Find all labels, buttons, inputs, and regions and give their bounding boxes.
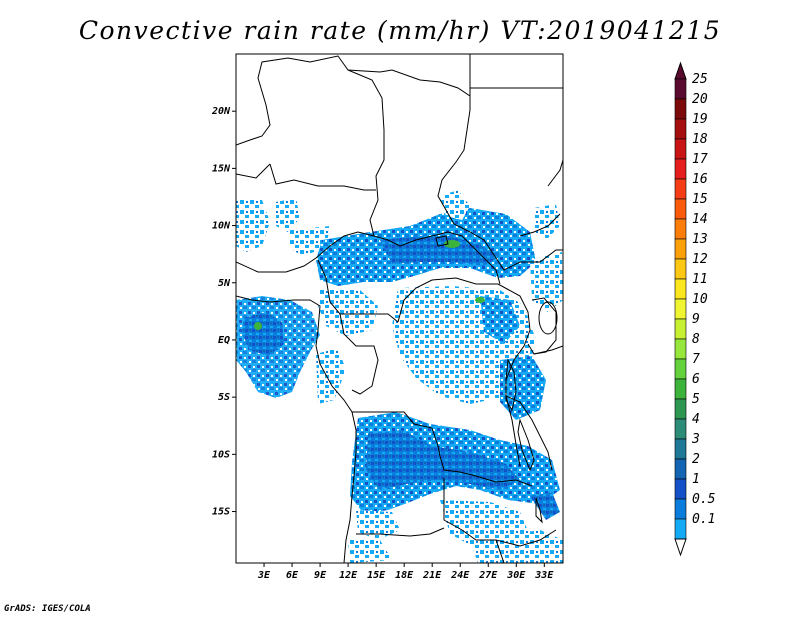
y-tick-label: 5N xyxy=(218,278,231,289)
x-tick-label: 21E xyxy=(422,570,442,581)
colorbar-swatch xyxy=(674,378,687,400)
x-tick-label: 12E xyxy=(339,570,358,581)
x-tick-label: 30E xyxy=(506,570,526,581)
y-axis: 20N 15N 10N 5N EQ 5S 10S 15S xyxy=(211,106,236,518)
colorbar-swatch xyxy=(674,458,687,480)
colorbar-label: 11 xyxy=(692,272,708,287)
colorbar-label: 14 xyxy=(692,212,708,227)
colorbar-label: 15 xyxy=(692,192,708,207)
colorbar-swatch xyxy=(674,278,687,300)
map-title: Convective rain rate (mm/hr) VT:20190412… xyxy=(78,16,722,45)
colorbar-label: 20 xyxy=(692,92,708,107)
colorbar-swatch xyxy=(674,178,687,200)
x-tick-label: 27E xyxy=(478,570,498,581)
colorbar-label: 0.5 xyxy=(692,492,716,507)
colorbar-swatch xyxy=(674,98,687,120)
colorbar-label: 12 xyxy=(692,252,708,267)
x-axis: 3E 6E 9E 12E 15E 18E 21E 24E 27E 30E 33E xyxy=(257,563,554,581)
colorbar-swatch xyxy=(674,398,687,420)
x-tick-label: 9E xyxy=(314,570,327,581)
y-tick-label: 15S xyxy=(212,507,230,518)
x-tick-label: 18E xyxy=(395,570,414,581)
y-tick-label: 20N xyxy=(211,106,231,117)
colorbar-label: 10 xyxy=(692,292,708,307)
colorbar-label: 17 xyxy=(692,152,708,167)
grads-credit: GrADS: IGES/COLA xyxy=(4,604,91,614)
colorbar-swatch xyxy=(674,118,687,140)
y-tick-label: 15N xyxy=(212,163,231,174)
colorbar-swatch xyxy=(674,318,687,340)
colorbar-label: 16 xyxy=(692,172,708,187)
colorbar-swatch xyxy=(674,218,687,240)
colorbar-swatch xyxy=(674,298,687,320)
x-tick-label: 15E xyxy=(367,570,386,581)
colorbar-swatch xyxy=(674,158,687,180)
colorbar-swatch xyxy=(674,258,687,280)
colorbar-label: 25 xyxy=(692,72,708,87)
colorbar-label: 5 xyxy=(692,392,700,407)
colorbar-label: 8 xyxy=(692,332,700,347)
x-tick-label: 6E xyxy=(286,570,299,581)
colorbar-label: 9 xyxy=(692,312,700,327)
rain-field xyxy=(236,190,563,563)
x-tick-label: 3E xyxy=(257,570,271,581)
y-tick-label: 5S xyxy=(218,392,230,403)
colorbar-swatch xyxy=(674,138,687,160)
colorbar-label: 3 xyxy=(691,432,700,447)
colorbar-max-arrow xyxy=(674,61,687,80)
colorbar-swatch xyxy=(674,238,687,260)
y-tick-label: EQ xyxy=(218,335,230,346)
country-borders xyxy=(236,54,563,563)
colorbar-swatch xyxy=(674,438,687,460)
colorbar-label: 18 xyxy=(692,132,708,147)
colorbar-swatch xyxy=(674,358,687,380)
colorbar-label: 13 xyxy=(692,232,708,247)
lakes xyxy=(435,235,558,524)
colorbar-swatch xyxy=(674,478,687,500)
y-tick-label: 10N xyxy=(212,221,231,232)
map-frame xyxy=(235,53,564,564)
y-tick-label: 10S xyxy=(212,449,230,460)
colorbar-label: 1 xyxy=(692,472,700,487)
colorbar-label: 19 xyxy=(692,112,708,127)
x-tick-label: 33E xyxy=(534,570,554,581)
colorbar-swatch xyxy=(674,498,687,520)
colorbar-min-arrow xyxy=(674,538,687,557)
colorbar-swatch xyxy=(674,338,687,360)
x-tick-label: 24E xyxy=(450,570,470,581)
colorbar-swatch xyxy=(674,78,687,100)
colorbar-label: 4 xyxy=(692,412,700,427)
colorbar-label: 6 xyxy=(692,372,700,387)
colorbar-legend: 25 20 19 18 17 16 15 14 13 12 11 10 9 8 7 6 5 4 3 2 1 0.5 0.1 xyxy=(674,61,716,557)
colorbar-swatch xyxy=(674,198,687,220)
colorbar-label: 0.1 xyxy=(692,512,715,527)
colorbar-label: 2 xyxy=(692,452,700,467)
colorbar-label: 7 xyxy=(692,352,700,367)
colorbar-swatch xyxy=(674,518,687,540)
colorbar-swatch xyxy=(674,418,687,440)
